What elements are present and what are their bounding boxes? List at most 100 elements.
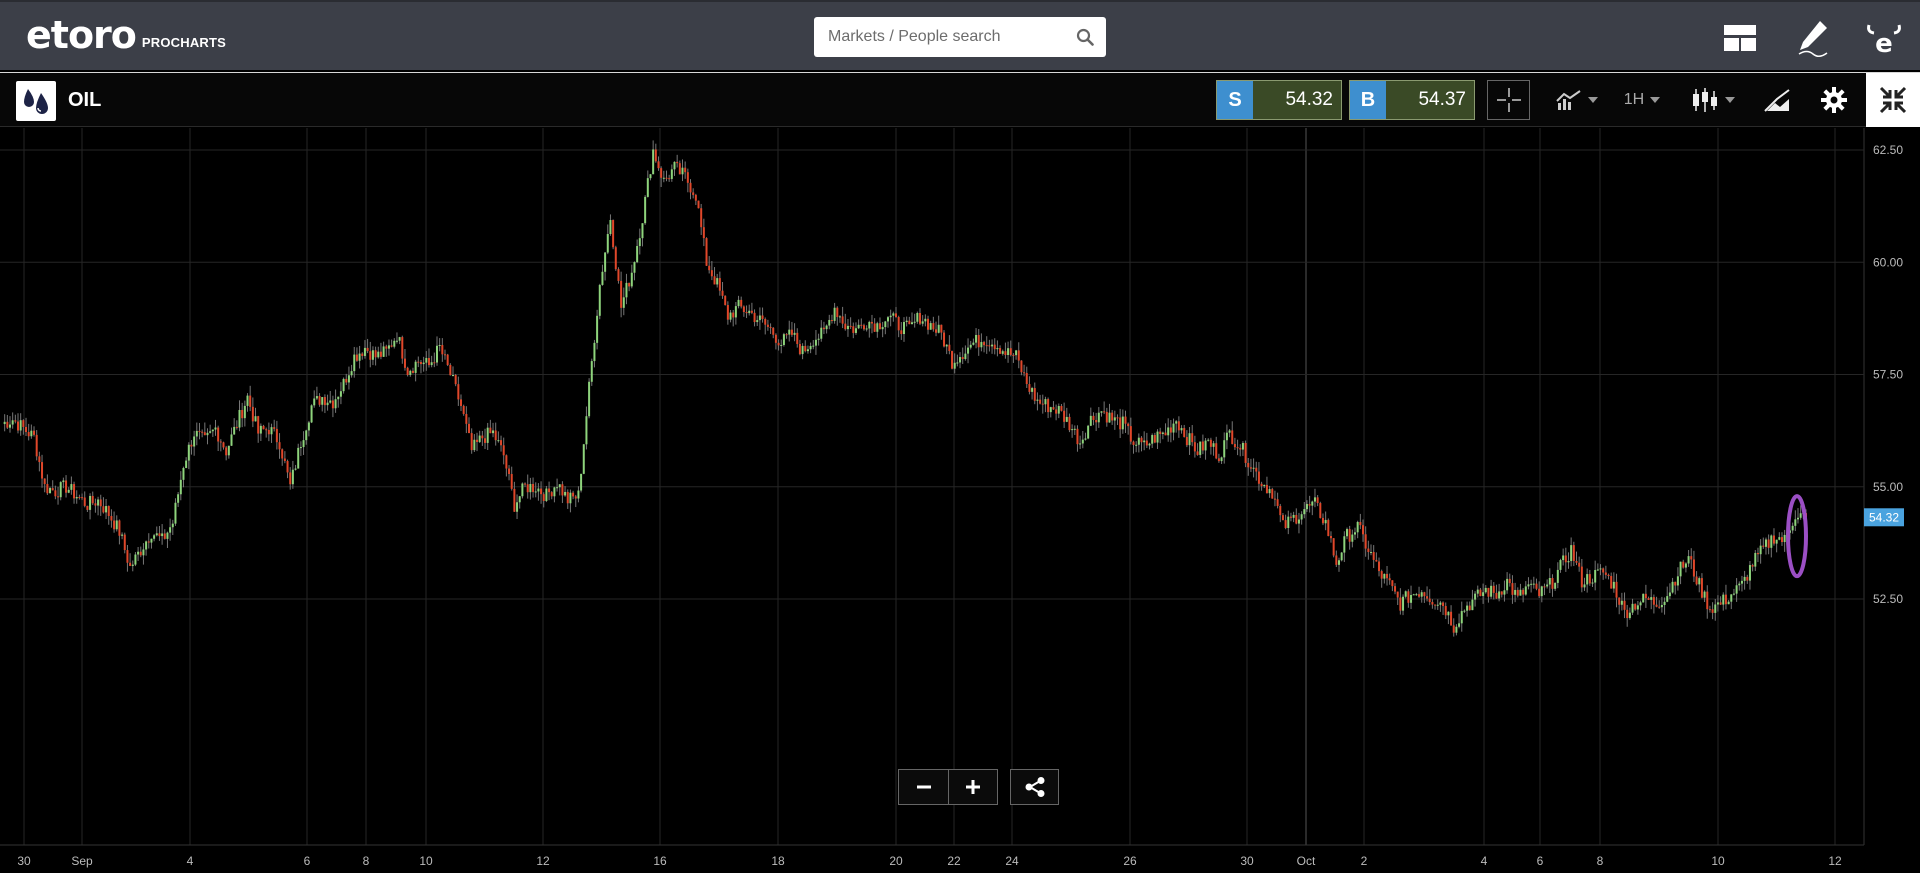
buy-button[interactable]: B 54.37	[1349, 80, 1475, 120]
candle-body	[865, 328, 868, 330]
zoom-in-button[interactable]	[948, 770, 997, 804]
instrument-toolbar: OIL S 54.32 B 54.37 1H	[0, 72, 1920, 127]
candle-body	[1161, 432, 1164, 434]
candle-body	[369, 351, 372, 360]
drawing-tools-button[interactable]	[1757, 80, 1797, 120]
price-chart[interactable]: 62.50 60.00 57.50 55.00 52.50 30 Sep 4 6 8 10 12 16…	[0, 128, 1920, 873]
candle-body	[198, 430, 201, 432]
candle-body	[366, 347, 369, 352]
candle-body	[121, 534, 124, 536]
candle-body	[1756, 552, 1759, 555]
candle-body	[1135, 444, 1138, 446]
candle-body	[414, 361, 417, 373]
candle-body	[1028, 384, 1031, 392]
candle-body	[1041, 403, 1044, 405]
candle-body	[1100, 411, 1103, 413]
candle-body	[486, 427, 489, 443]
candle-body	[1247, 462, 1250, 468]
candle-body	[318, 396, 321, 405]
candle-body	[438, 345, 441, 347]
candlestick-chart[interactable]: 62.50 60.00 57.50 55.00 52.50 30 Sep 4 6 8 10 12 16…	[0, 128, 1920, 873]
candle-body	[692, 192, 695, 195]
search-input[interactable]	[828, 17, 1068, 57]
candle-body	[1148, 443, 1151, 446]
candle-body	[641, 223, 644, 239]
candle-body	[1556, 569, 1559, 583]
candle-body	[166, 532, 169, 539]
candle-body	[540, 488, 543, 495]
candle-body	[689, 182, 692, 193]
candle-body	[81, 497, 84, 499]
indicators-dropdown[interactable]	[1552, 80, 1602, 120]
candle-body	[57, 496, 60, 498]
chart-type-dropdown[interactable]	[1688, 80, 1738, 120]
candle-body	[601, 271, 604, 285]
search-icon[interactable]	[1076, 28, 1094, 46]
candle-body	[1495, 592, 1498, 599]
candle-body	[612, 220, 615, 248]
share-button[interactable]	[1010, 769, 1059, 805]
etoro-logo[interactable]: etoro PROCHARTS	[26, 16, 226, 54]
candle-body	[1466, 605, 1469, 611]
candle-body	[1388, 578, 1391, 581]
candle-body	[596, 315, 599, 343]
candle-body	[1690, 556, 1693, 560]
candle-body	[1692, 559, 1695, 577]
candle-body	[1215, 443, 1218, 459]
candle-body	[1386, 573, 1389, 579]
candle-body	[1084, 438, 1087, 440]
candle-body	[379, 351, 382, 357]
candle-body	[1650, 597, 1653, 600]
candle-body	[441, 345, 444, 355]
candle-body	[660, 168, 663, 178]
candle-body	[644, 196, 647, 224]
candle-body	[542, 494, 545, 502]
zoom-out-button[interactable]	[899, 770, 948, 804]
x-tick-label: 16	[653, 854, 667, 868]
settings-button[interactable]	[1814, 80, 1854, 120]
candle-body	[262, 425, 265, 430]
candle-body	[740, 299, 743, 307]
candle-body	[721, 290, 724, 296]
candle-body	[355, 354, 358, 361]
candle-body	[1522, 589, 1525, 595]
highlight-ellipse	[1786, 494, 1808, 579]
candle-body	[129, 562, 132, 566]
candle-body	[903, 321, 905, 335]
candle-body	[972, 342, 975, 345]
candle-body	[1620, 600, 1623, 605]
candle-body	[676, 161, 679, 164]
pencil-icon[interactable]	[1793, 18, 1833, 58]
buy-label: B	[1350, 81, 1386, 119]
candle-body	[860, 324, 863, 326]
etoro-profile-icon[interactable]: e	[1864, 18, 1904, 58]
candle-body	[393, 340, 396, 347]
layout-icon[interactable]	[1720, 18, 1760, 58]
candle-body	[1700, 578, 1703, 598]
candle-body	[1039, 399, 1042, 404]
candle-body	[1263, 484, 1266, 487]
candle-body	[203, 432, 206, 436]
candle-body	[243, 405, 246, 419]
candle-body	[1626, 609, 1629, 619]
crosshair-button[interactable]	[1487, 80, 1530, 120]
candle-body	[315, 396, 318, 399]
candle-body	[884, 321, 887, 328]
candle-body	[1113, 417, 1116, 421]
candle-body	[1023, 372, 1026, 374]
candle-body	[550, 492, 553, 497]
candle-body	[708, 265, 711, 271]
x-tick-label: Oct	[1297, 854, 1316, 868]
candle-body	[766, 324, 769, 327]
candle-body	[25, 426, 28, 433]
candle-body	[673, 161, 676, 170]
candle-body	[476, 439, 479, 442]
collapse-fullscreen-button[interactable]	[1866, 73, 1920, 127]
candle-body	[1559, 560, 1562, 570]
candle-body	[1610, 576, 1613, 589]
timeframe-dropdown[interactable]: 1H	[1622, 80, 1662, 120]
candle-body	[1092, 415, 1095, 420]
sell-button[interactable]: S 54.32	[1216, 80, 1342, 120]
candle-body	[251, 406, 254, 422]
candle-body	[1484, 587, 1487, 593]
